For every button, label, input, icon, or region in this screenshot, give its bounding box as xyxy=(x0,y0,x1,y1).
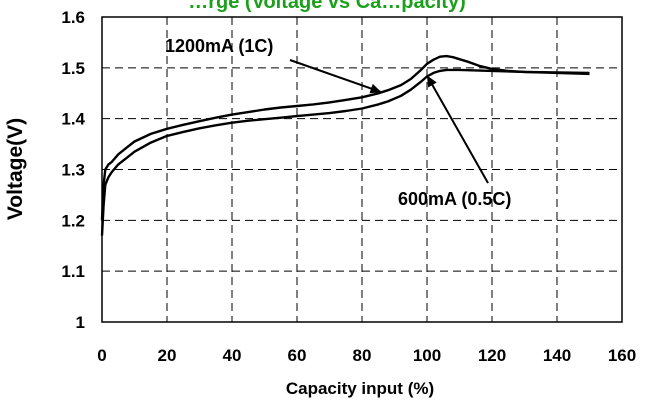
annotation-arrowhead xyxy=(427,75,437,88)
series-line xyxy=(100,54,590,221)
x-tick-label: 160 xyxy=(608,346,636,365)
x-tick-label: 40 xyxy=(223,346,242,365)
y-tick-labels: 1 1.1 1.2 1.3 1.4 1.5 1.6 xyxy=(61,8,85,332)
x-tick-label: 140 xyxy=(543,346,571,365)
x-tick-label: 100 xyxy=(413,346,441,365)
y-axis-title: Voltage(V) xyxy=(4,118,27,220)
chart-title: …rge (Voltage vs Ca…pacity) xyxy=(188,0,465,13)
annotation-arrowhead xyxy=(369,83,382,94)
annotations: 1200mA (1C) 600mA (0.5C) xyxy=(165,36,511,209)
y-tick-label: 1.3 xyxy=(61,161,85,180)
y-tick-label: 1.4 xyxy=(61,110,85,129)
series-lines xyxy=(100,54,590,236)
x-tick-label: 60 xyxy=(288,346,307,365)
annotation-label: 600mA (0.5C) xyxy=(398,189,511,209)
x-tick-label: 0 xyxy=(97,346,106,365)
series-line xyxy=(100,68,590,236)
y-tick-label: 1.5 xyxy=(61,59,85,78)
plot-frame xyxy=(101,16,623,323)
x-tick-label: 120 xyxy=(478,346,506,365)
y-tick-label: 1.6 xyxy=(61,8,85,27)
y-tick-label: 1.2 xyxy=(61,211,85,230)
x-tick-label: 20 xyxy=(158,346,177,365)
annotation-arrow xyxy=(289,59,382,94)
y-tick-label: 1 xyxy=(76,313,85,332)
x-tick-label: 80 xyxy=(353,346,372,365)
grid-lines xyxy=(102,17,622,322)
y-tick-label: 1.1 xyxy=(61,262,85,281)
x-axis-title: Capacity input (%) xyxy=(286,379,434,398)
annotation-label: 1200mA (1C) xyxy=(165,36,273,56)
annotation-arrow xyxy=(426,74,489,184)
x-tick-labels: 0 20 40 60 80 100 120 140 160 xyxy=(97,346,636,365)
